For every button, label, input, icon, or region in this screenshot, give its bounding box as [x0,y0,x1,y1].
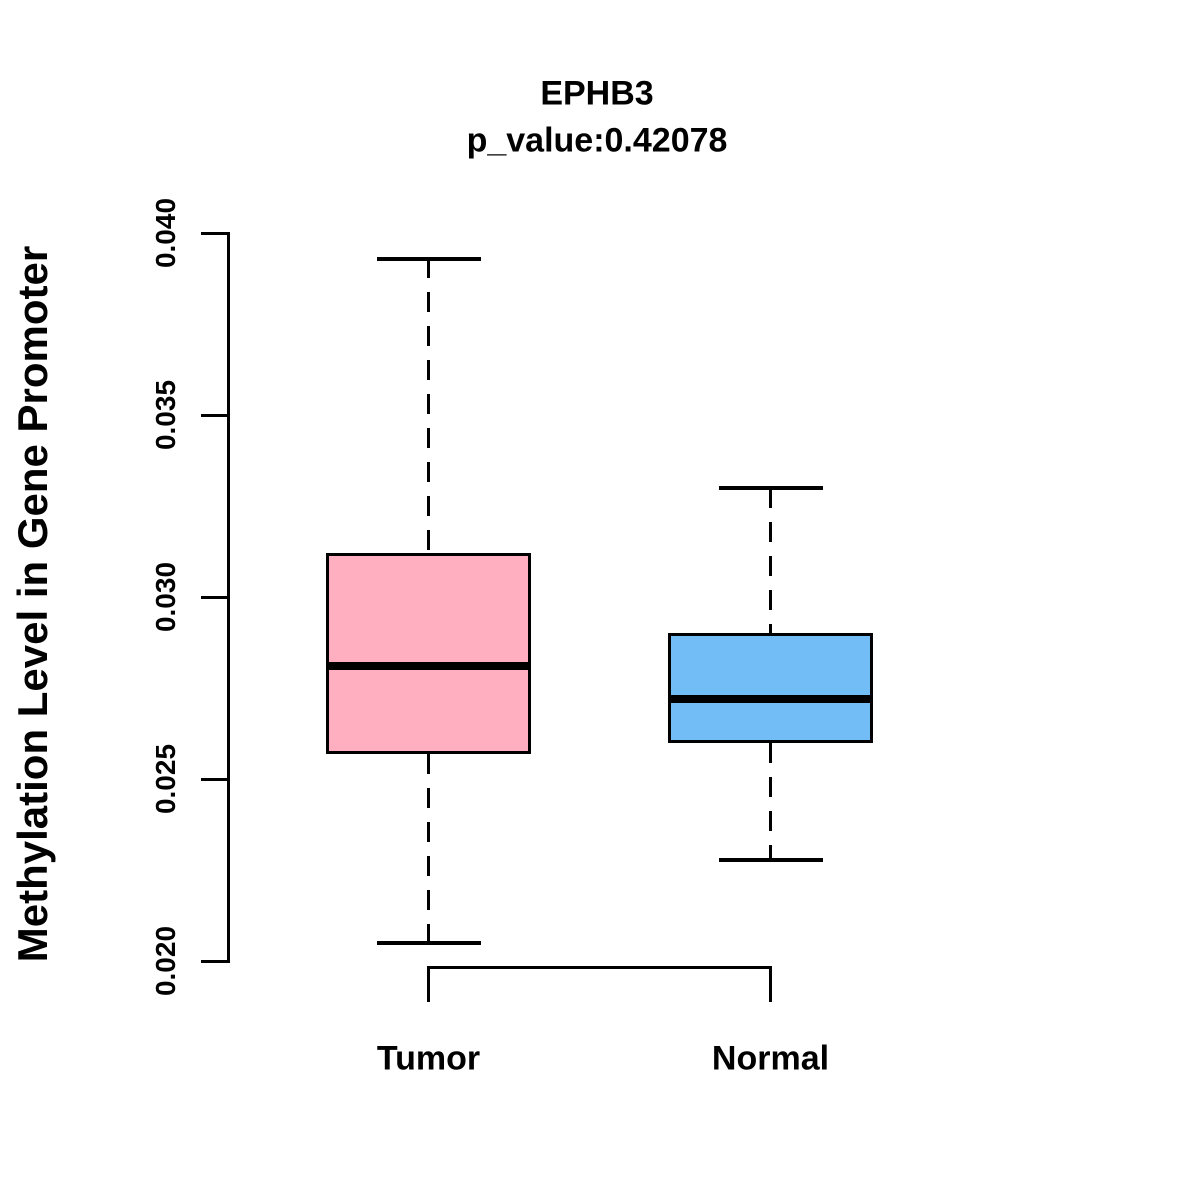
y-axis-line [227,231,230,963]
whisker-upper-cap-tumor [376,256,481,261]
y-axis-tick [201,777,227,781]
y-axis-tick-label: 0.025 [150,743,181,815]
x-category-label-normal: Normal [711,1039,830,1078]
whisker-upper-stem-normal [769,487,772,634]
x-axis-line [427,966,772,969]
whisker-lower-stem-tumor [427,753,430,943]
x-axis-tick-normal [769,966,772,1002]
y-axis-tick-label: 0.020 [150,925,181,997]
y-axis-tick-label: 0.040 [150,197,181,269]
y-axis-tick-label: 0.030 [150,561,181,633]
box-normal [668,633,873,743]
y-axis-tick-label: 0.035 [150,379,181,451]
y-axis-tick [201,413,227,417]
box-tumor [326,553,531,754]
whisker-lower-cap-tumor [376,941,481,946]
x-category-label-tumor: Tumor [376,1039,481,1078]
whisker-upper-stem-tumor [427,258,430,554]
x-axis-tick-tumor [427,966,430,1002]
whisker-lower-stem-normal [769,742,772,860]
chart-title: EPHB3 [540,74,654,113]
y-axis-tick [201,959,227,963]
chart-subtitle: p_value:0.42078 [466,121,728,160]
median-line-tumor [326,662,531,671]
y-axis-tick [201,595,227,599]
whisker-upper-cap-normal [718,486,823,491]
y-axis-tick [201,231,227,235]
whisker-lower-cap-normal [718,857,823,862]
median-line-normal [668,694,873,703]
